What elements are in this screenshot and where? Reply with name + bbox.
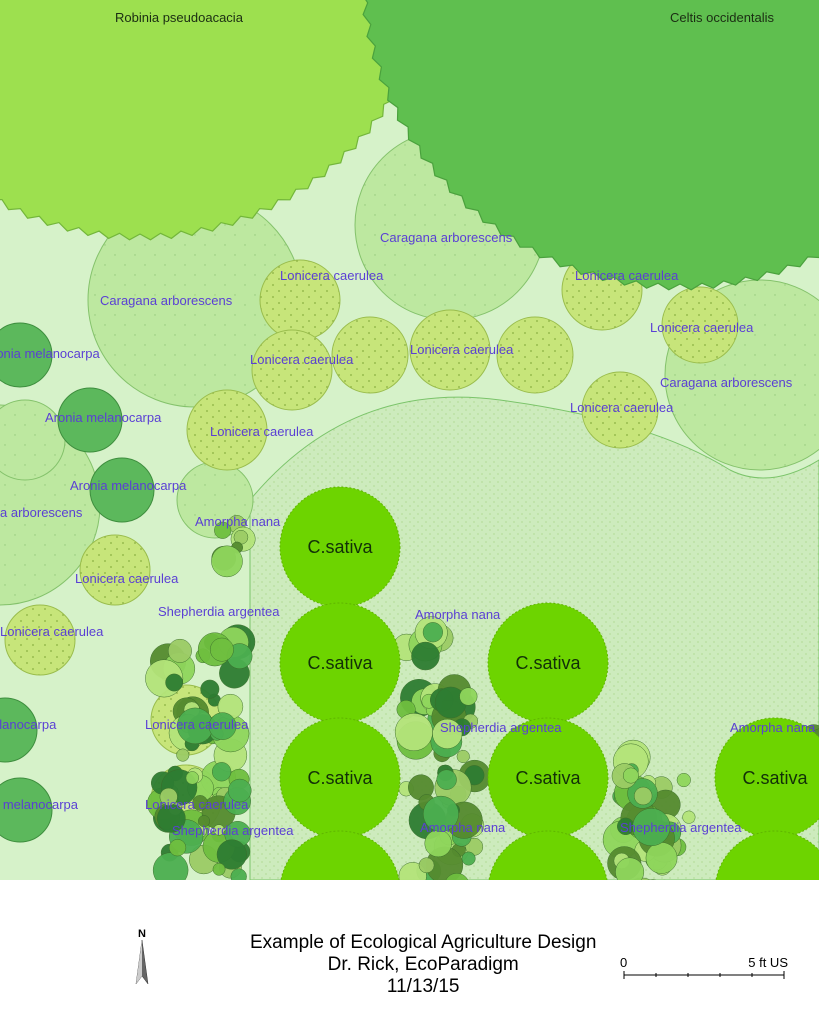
filler-plant bbox=[623, 768, 638, 783]
shrub-lonicera bbox=[410, 310, 490, 390]
csativa-label: C.sativa bbox=[307, 768, 373, 788]
shrub-lonicera bbox=[80, 535, 150, 605]
filler-plant bbox=[437, 770, 457, 790]
shrub-lonicera bbox=[662, 287, 738, 363]
filler-plant bbox=[214, 522, 231, 539]
filler-plant bbox=[157, 804, 185, 832]
filler-plant bbox=[683, 811, 696, 824]
filler-plant bbox=[213, 863, 225, 875]
scale-bar: 0 5 ft US bbox=[620, 955, 790, 983]
shrub-lonicera bbox=[332, 317, 408, 393]
shrub-aronia bbox=[0, 778, 52, 842]
filler-plant bbox=[212, 762, 231, 781]
filler-plant bbox=[677, 773, 691, 787]
filler-plant bbox=[209, 713, 236, 740]
shrub-lonicera bbox=[497, 317, 573, 393]
shrub-lonicera bbox=[187, 390, 267, 470]
title-line-3: 11/13/15 bbox=[250, 976, 596, 998]
filler-plant bbox=[646, 842, 677, 873]
title-line-2: Dr. Rick, EcoParadigm bbox=[250, 954, 596, 976]
filler-plant bbox=[198, 815, 210, 827]
filler-plant bbox=[411, 642, 439, 670]
shrub-aronia bbox=[0, 323, 52, 387]
filler-plant bbox=[166, 674, 183, 691]
title-block: Example of Ecological Agriculture Design… bbox=[250, 932, 596, 998]
filler-plant bbox=[419, 858, 434, 873]
filler-plant bbox=[425, 830, 452, 857]
filler-plant bbox=[432, 719, 462, 749]
shrub-aronia bbox=[0, 698, 37, 762]
filler-plant bbox=[169, 839, 186, 856]
csativa-label: C.sativa bbox=[515, 768, 581, 788]
shrub-aronia bbox=[58, 388, 122, 452]
shrub-aronia bbox=[90, 458, 154, 522]
plan-svg: C.sativa C.sativa C.sativa C.sativa C.sativa… bbox=[0, 0, 819, 880]
filler-plant bbox=[160, 788, 178, 806]
filler-plant bbox=[462, 852, 475, 865]
shrub-lonicera bbox=[5, 605, 75, 675]
filler-plant bbox=[423, 796, 458, 831]
filler-plant bbox=[153, 853, 188, 880]
filler-plant bbox=[457, 750, 470, 763]
shrub-lonicera bbox=[252, 330, 332, 410]
filler-plant bbox=[228, 779, 251, 802]
shrub-lonicera bbox=[582, 372, 658, 448]
filler-plant bbox=[423, 622, 443, 642]
filler-plant bbox=[211, 546, 242, 577]
scale-right-label: 5 ft US bbox=[748, 955, 788, 970]
filler-plant bbox=[177, 749, 190, 762]
filler-plant bbox=[186, 771, 199, 784]
compass: N bbox=[130, 928, 154, 999]
filler-plant bbox=[460, 688, 478, 706]
filler-plant bbox=[210, 638, 233, 661]
csativa-label: C.sativa bbox=[515, 653, 581, 673]
planting-plan-canvas: C.sativa C.sativa C.sativa C.sativa C.sativa… bbox=[0, 0, 819, 880]
compass-arrow-icon bbox=[130, 940, 154, 994]
csativa-label: C.sativa bbox=[742, 768, 808, 788]
shrub-lonicera bbox=[260, 260, 340, 340]
compass-label: N bbox=[130, 928, 154, 940]
filler-plant bbox=[177, 708, 213, 744]
filler-plant bbox=[168, 639, 191, 662]
filler-plant bbox=[395, 713, 433, 751]
filler-plant bbox=[634, 787, 652, 805]
title-line-1: Example of Ecological Agriculture Design bbox=[250, 932, 596, 954]
csativa-label: C.sativa bbox=[307, 537, 373, 557]
csativa-label: C.sativa bbox=[307, 653, 373, 673]
filler-plant bbox=[617, 818, 634, 835]
filler-plant bbox=[214, 825, 225, 836]
filler-plant bbox=[633, 808, 671, 846]
filler-plant bbox=[192, 795, 207, 810]
filler-plant bbox=[201, 680, 219, 698]
scale-left-label: 0 bbox=[620, 955, 627, 970]
